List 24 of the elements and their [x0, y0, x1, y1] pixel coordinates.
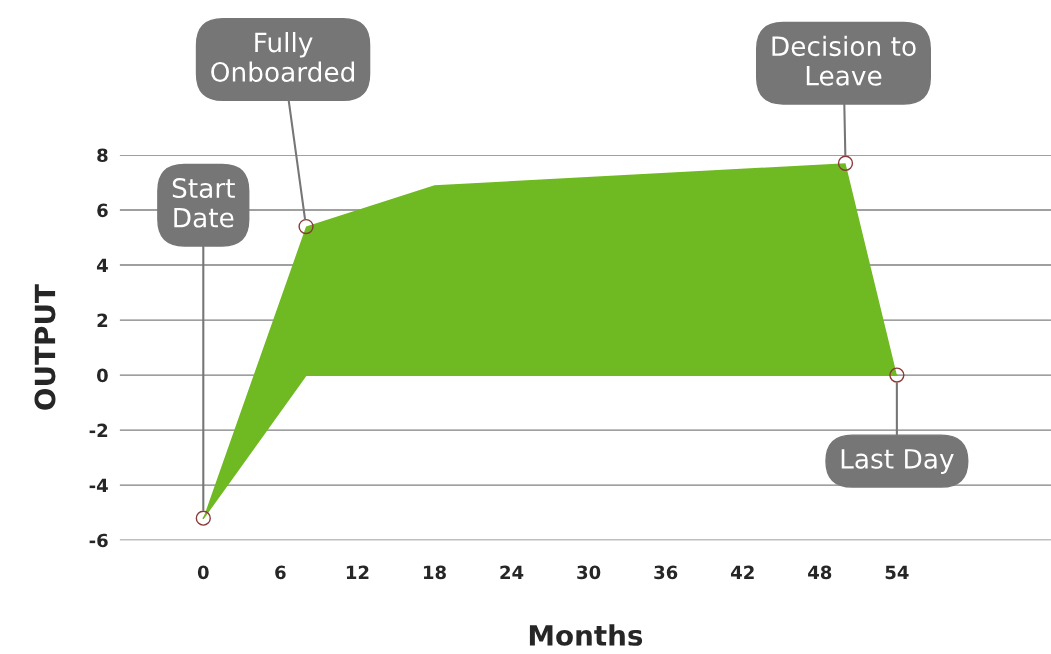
x-tick-label: 24 — [500, 565, 524, 579]
x-tick-label: 0 — [197, 565, 209, 580]
y-tick-label: 6 — [97, 203, 108, 218]
x-tick-label: 12 — [346, 565, 369, 579]
y-tick-label: -6 — [89, 533, 108, 548]
x-axis-title: Months — [529, 624, 643, 646]
x-tick-label: 6 — [275, 565, 286, 580]
x-tick-label: 18 — [423, 565, 446, 580]
annotation: Fully Onboarded — [211, 31, 354, 82]
x-tick-label: 48 — [808, 565, 832, 580]
x-tick-label: 36 — [654, 565, 678, 580]
y-tick-label: -2 — [89, 423, 108, 437]
y-axis-title: OUTPUT — [34, 284, 56, 410]
y-tick-label: 2 — [97, 313, 108, 327]
y-tick-label: 0 — [97, 368, 108, 383]
x-tick-label: 30 — [577, 565, 601, 580]
annotation: Last Day — [841, 449, 954, 474]
x-tick-label: 54 — [885, 565, 909, 580]
y-tick-label: 8 — [97, 148, 108, 163]
x-tick-label: 42 — [731, 565, 754, 579]
y-tick-label: 4 — [96, 258, 108, 272]
y-tick-label: -4 — [89, 478, 108, 493]
annotation: Start Date — [172, 178, 235, 228]
annotation: Decision to Leave — [772, 35, 916, 86]
